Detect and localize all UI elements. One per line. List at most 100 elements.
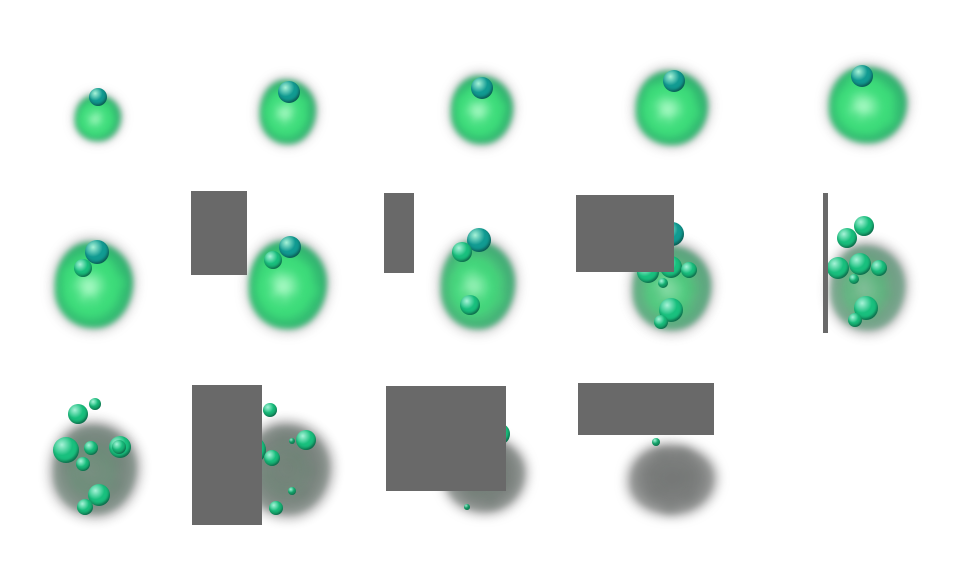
cloud-lobe-r1c2-4: [285, 90, 298, 102]
cloud-lobe-r3c4-3: [678, 465, 701, 488]
cloud-core-r2c4: [645, 262, 694, 317]
occluder-rect-r3c3-0: [386, 386, 506, 491]
cloud-lobe-r2c2-0: [271, 293, 288, 309]
cloud-lobe-r1c3-2: [455, 95, 471, 111]
cloud-lobe-r3c4-4: [680, 487, 698, 505]
cloud-lobe-r2c4-1: [644, 268, 662, 287]
cloud-core-r3c2: [260, 443, 311, 501]
occluder-rect-r2c5-0: [823, 193, 828, 333]
marker-sphere-r2c4-5: [658, 278, 668, 288]
cloud-lobe-r3c4-5: [661, 499, 680, 519]
marker-sphere-r3c4-0: [684, 415, 702, 433]
cloud-lobe-r2c1-4: [98, 258, 115, 275]
cloud-lobe-r1c5-3: [863, 77, 885, 99]
cloud-lobe-r2c1-2: [60, 265, 80, 285]
cloud-lobe-r3c1-6: [85, 478, 106, 500]
marker-sphere-r3c3-4: [464, 504, 470, 510]
cloud-core-r2c1: [67, 258, 116, 315]
cloud-halo-r1c3: [446, 71, 518, 149]
cloud-lobe-r2c3-3: [473, 259, 494, 279]
cloud-lobe-r3c2-3: [289, 444, 312, 467]
marker-sphere-r2c4-3: [660, 256, 682, 278]
cloud-lobe-r3c2-6: [272, 478, 294, 499]
cloud-lobe-r1c1-3: [83, 106, 96, 119]
cloud-lobe-r1c2-1: [272, 118, 285, 131]
occluder-rect-r3c2-0: [192, 385, 262, 525]
cloud-lobe-r1c2-3: [273, 94, 289, 110]
occluder-rect-r3c4-0: [578, 383, 714, 435]
cloud-lobe-r2c5-5: [867, 304, 884, 322]
marker-sphere-r2c1-1: [74, 259, 92, 277]
marker-sphere-r2c4-4: [681, 262, 697, 278]
cloud-lobe-r3c1-5: [107, 477, 127, 497]
cloud-lobe-r2c3-6: [470, 292, 489, 312]
cloud-lobe-r3c1-0: [72, 474, 90, 491]
marker-sphere-r3c2-4: [289, 438, 295, 444]
marker-sphere-r3c2-3: [296, 430, 316, 450]
cloud-halo-r2c3: [435, 234, 521, 336]
cloud-lobe-r3c1-3: [91, 441, 114, 464]
cloud-core-r2c3: [453, 258, 499, 316]
marker-sphere-r3c4-2: [652, 438, 660, 446]
cloud-lobe-r1c5-5: [881, 110, 899, 129]
marker-sphere-r3c1-6: [76, 457, 90, 471]
cloud-halo-r2c4: [627, 240, 717, 336]
cloud-halo-r3c1: [48, 419, 142, 521]
cloud-lobe-r1c1-1: [88, 125, 99, 136]
cloud-halo-r2c5: [825, 240, 911, 336]
cloud-lobe-r3c4-2: [674, 444, 696, 465]
cloud-lobe-r2c1-6: [95, 288, 116, 309]
cloud-lobe-r1c3-5: [495, 100, 510, 115]
cloud-lobe-r2c1-1: [66, 287, 85, 306]
cloud-lobe-r1c2-2: [262, 104, 277, 119]
cloud-lobe-r2c2-4: [297, 263, 314, 280]
cloud-lobe-r2c3-1: [449, 273, 467, 291]
cloud-body-r3c3: [446, 439, 524, 511]
cloud-lobe-r3c4-0: [646, 466, 664, 484]
cloud-halo-r1c4: [631, 65, 713, 151]
cloud-body-r2c2: [249, 241, 327, 329]
cloud-body-r2c4: [633, 246, 711, 330]
cloud-lobe-r1c1-6: [102, 113, 114, 125]
marker-sphere-r3c1-2: [53, 437, 79, 463]
cloud-lobe-r3c2-1: [258, 448, 278, 468]
cloud-lobe-r3c3-0: [459, 467, 476, 484]
marker-sphere-r2c5-1: [837, 228, 857, 248]
marker-sphere-r2c5-0: [854, 216, 874, 236]
cloud-body-r3c2: [247, 426, 329, 514]
cloud-lobe-r2c4-2: [657, 251, 677, 271]
marker-sphere-r2c3-0: [467, 228, 491, 252]
marker-sphere-r3c2-0: [263, 403, 277, 417]
cloud-lobe-r1c1-4: [92, 100, 102, 110]
cloud-lobe-r2c4-6: [658, 295, 678, 316]
marker-sphere-r3c1-1: [68, 404, 88, 424]
cloud-body-r2c5: [831, 246, 905, 330]
cloud-lobe-r1c3-3: [469, 88, 486, 105]
cloud-halo-r3c2: [241, 419, 335, 521]
marker-sphere-r2c5-2: [827, 257, 849, 279]
marker-sphere-r2c5-5: [849, 274, 859, 284]
cloud-lobe-r3c2-5: [294, 484, 313, 504]
cloud-body-r1c1: [75, 95, 121, 141]
cloud-lobe-r1c3-6: [483, 112, 500, 128]
marker-sphere-r2c3-1: [452, 242, 472, 262]
marker-sphere-r3c3-2: [488, 423, 510, 445]
marker-sphere-r2c1-0: [85, 240, 109, 264]
cloud-halo-r3c3: [440, 433, 530, 517]
cloud-core-r1c4: [648, 85, 692, 134]
cloud-lobe-r2c4-5: [678, 301, 697, 319]
cloud-core-r1c5: [841, 81, 890, 132]
marker-sphere-r2c2-0: [279, 236, 301, 258]
cloud-body-r1c4: [636, 71, 708, 145]
marker-sphere-r2c5-3: [849, 253, 871, 275]
cloud-lobe-r2c5-6: [849, 293, 869, 312]
marker-sphere-r3c3-0: [433, 432, 451, 450]
cloud-lobe-r1c5-1: [837, 93, 856, 112]
marker-sphere-r2c4-2: [637, 261, 659, 283]
